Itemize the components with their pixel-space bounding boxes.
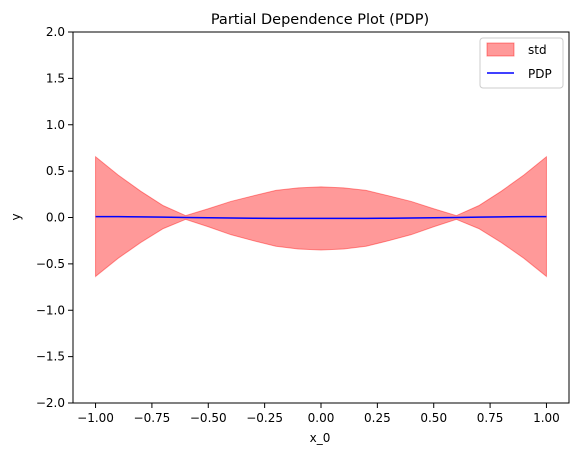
x-tick-label: 0.75 <box>477 411 504 425</box>
y-tick-label: −2.0 <box>36 396 65 410</box>
x-tick-label: −0.50 <box>190 411 227 425</box>
y-tick-label: −1.5 <box>36 350 65 364</box>
legend-std-label: std <box>528 43 547 57</box>
y-tick-label: 1.0 <box>46 118 65 132</box>
y-axis: −2.0 −1.5 −1.0 −0.5 0.0 0.5 1.0 1.5 2.0 <box>36 25 73 410</box>
y-tick-label: 0.5 <box>46 164 65 178</box>
x-tick-label: 0.50 <box>420 411 447 425</box>
chart-title: Partial Dependence Plot (PDP) <box>211 12 429 28</box>
legend-std-swatch <box>487 43 514 56</box>
y-tick-label: 1.5 <box>46 71 65 85</box>
y-tick-label: 0.0 <box>46 211 65 225</box>
y-tick-label: 2.0 <box>46 25 65 39</box>
y-tick-label: −1.0 <box>36 303 65 317</box>
x-tick-label: −0.25 <box>246 411 283 425</box>
legend: std PDP <box>480 38 563 88</box>
x-axis: −1.00 −0.75 −0.50 −0.25 0.00 0.25 0.50 0.75 1.00 <box>77 403 560 425</box>
x-tick-label: 0.25 <box>364 411 391 425</box>
x-axis-label: x_0 <box>310 431 331 445</box>
x-tick-label: −1.00 <box>77 411 114 425</box>
x-tick-label: −0.75 <box>134 411 171 425</box>
x-tick-label: 1.00 <box>533 411 560 425</box>
y-tick-label: −0.5 <box>36 257 65 271</box>
x-tick-label: 0.00 <box>308 411 335 425</box>
legend-pdp-label: PDP <box>528 67 552 81</box>
y-axis-label: y <box>9 213 23 220</box>
